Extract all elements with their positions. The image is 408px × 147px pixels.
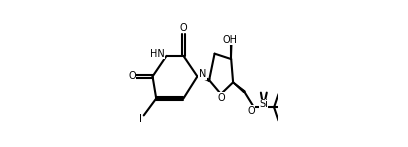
Text: O: O [218,93,226,103]
Text: O: O [247,106,255,116]
Text: HN: HN [150,49,164,59]
Polygon shape [233,82,245,93]
Polygon shape [230,36,232,59]
Text: O: O [180,23,187,33]
Text: O: O [128,71,136,81]
Text: Si: Si [259,99,268,109]
Text: I: I [139,114,142,124]
Text: N: N [199,69,206,79]
Text: OH: OH [222,35,237,45]
